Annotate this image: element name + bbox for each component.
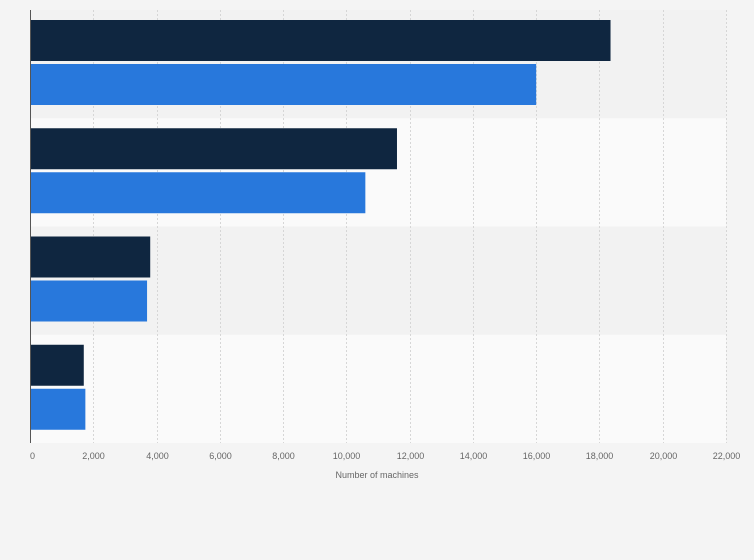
bar — [30, 344, 84, 386]
x-axis-ticks: 0 2,000 4,000 6,000 8,000 10,000 12,000 14,000 1… — [30, 451, 740, 461]
category-band — [30, 334, 726, 443]
bar — [30, 128, 397, 170]
x-tick-label: 2,000 — [82, 451, 105, 461]
bar — [30, 236, 151, 278]
bar — [30, 20, 611, 61]
bar — [30, 64, 537, 105]
x-tick-label: 20,000 — [650, 451, 678, 461]
x-tick-label: 8,000 — [272, 451, 295, 461]
x-tick-label: 10,000 — [333, 451, 361, 461]
x-tick-label: 4,000 — [146, 451, 169, 461]
x-tick-label: 22,000 — [713, 451, 741, 461]
x-tick-label: 12,000 — [397, 451, 425, 461]
x-axis-title: Number of machines — [335, 470, 419, 480]
bars — [30, 20, 611, 430]
x-tick-label: 14,000 — [460, 451, 488, 461]
x-tick-label: 16,000 — [523, 451, 551, 461]
bar — [30, 172, 366, 214]
x-tick-label: 6,000 — [209, 451, 232, 461]
bar — [30, 388, 86, 430]
x-tick-label: 0 — [30, 451, 35, 461]
bar — [30, 280, 148, 322]
x-tick-label: 18,000 — [586, 451, 614, 461]
